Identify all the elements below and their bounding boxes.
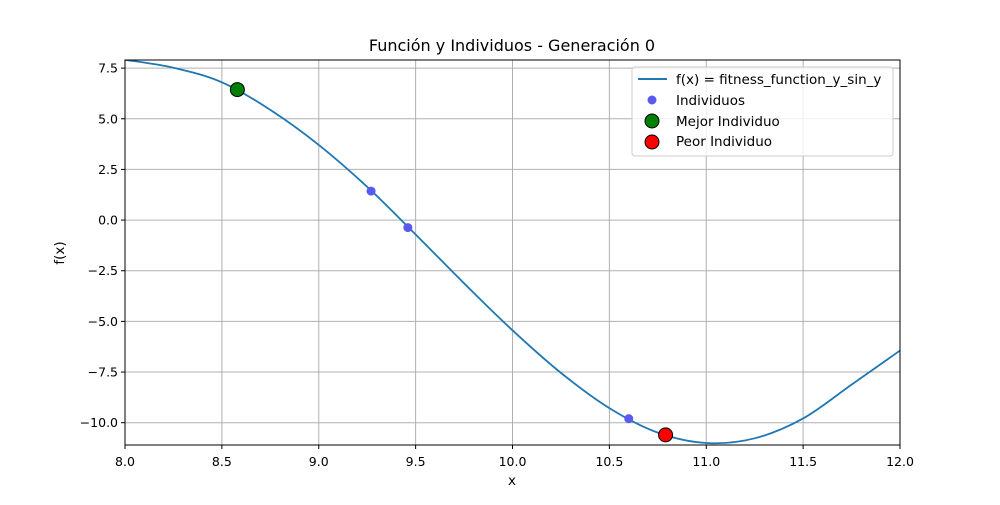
individuo-point [624, 414, 634, 424]
y-tick-label: 7.5 [98, 61, 118, 76]
y-tick-label: 5.0 [98, 111, 118, 126]
scatter-points [229, 82, 674, 443]
plot-area [125, 60, 900, 445]
y-tick-label: −5.0 [88, 314, 118, 329]
legend-entry-individuos: Individuos [676, 93, 745, 109]
y-tick-label: −7.5 [88, 365, 118, 380]
y-axis-label: f(x) [52, 241, 68, 264]
legend-entry-worst: Peor Individuo [676, 134, 772, 150]
legend-individuos-swatch [647, 95, 657, 105]
legend: f(x) = fitness_function_y_sin_y Individu… [631, 66, 894, 157]
legend-best-swatch [644, 113, 660, 129]
legend-box [631, 66, 894, 157]
x-tick-label: 11.0 [692, 454, 720, 469]
x-tick-label: 9.5 [406, 454, 426, 469]
x-tick-label: 8.0 [115, 454, 135, 469]
legend-entry-function: f(x) = fitness_function_y_sin_y [676, 72, 881, 88]
x-tick-label: 9.0 [309, 454, 329, 469]
y-tick-label: −2.5 [88, 263, 118, 278]
y-tick-label: 2.5 [98, 162, 118, 177]
best-individual-point [229, 82, 245, 98]
x-tick-label: 8.5 [212, 454, 232, 469]
y-axis-ticks: 7.5 5.0 2.5 0.0 −2.5 −5.0 −7.5 −10.0 [80, 61, 125, 430]
chart-title: Función y Individuos - Generación 0 [369, 36, 655, 55]
y-tick-label: −10.0 [80, 415, 118, 430]
x-axis-ticks: 8.0 8.5 9.0 9.5 10.0 10.5 11.0 11.5 12.0 [115, 445, 914, 469]
legend-worst-swatch [644, 134, 660, 150]
individuo-point [403, 223, 413, 233]
legend-entry-best: Mejor Individuo [676, 114, 780, 130]
x-tick-label: 12.0 [886, 454, 914, 469]
y-tick-label: 0.0 [98, 213, 118, 228]
series-line-fitness-function [125, 60, 900, 445]
x-axis-label: x [508, 473, 516, 489]
x-tick-label: 11.5 [789, 454, 817, 469]
x-tick-label: 10.0 [499, 454, 527, 469]
worst-individual-point [658, 427, 674, 443]
x-tick-label: 10.5 [595, 454, 623, 469]
individuo-point [366, 186, 376, 196]
